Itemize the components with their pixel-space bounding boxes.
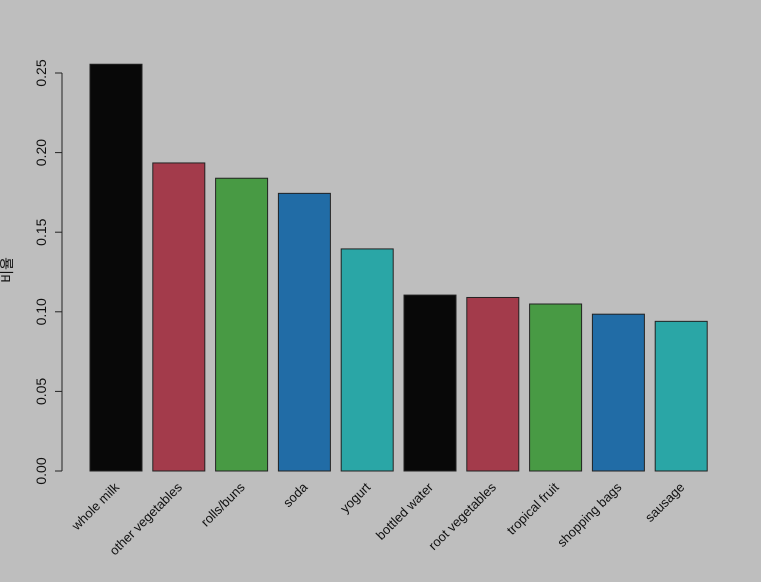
bar-rolls-buns	[215, 177, 269, 472]
y-tick-label: 0.20	[33, 139, 49, 166]
bar-soda	[277, 192, 331, 472]
x-tick-label: whole milk	[68, 479, 123, 534]
x-tick-label: shopping bags	[554, 479, 625, 550]
x-tick-label: bottled water	[373, 479, 437, 543]
bar-other-vegetables	[152, 162, 206, 472]
bar-bottled-water	[403, 294, 457, 472]
x-tick-label: yogurt	[337, 479, 373, 515]
y-axis-label: 비율	[0, 257, 15, 283]
bar-sausage	[654, 320, 708, 472]
x-tick-label: root vegetables	[425, 479, 499, 553]
bar-root-vegetables	[466, 296, 520, 472]
bar-yogurt	[340, 248, 394, 472]
y-tick-label: 0.00	[33, 457, 49, 484]
bar-shopping-bags	[591, 313, 645, 472]
x-tick-label: tropical fruit	[504, 479, 562, 537]
y-tick-label: 0.05	[33, 378, 49, 405]
x-tick-label: soda	[280, 479, 311, 510]
x-tick-label: sausage	[642, 480, 687, 525]
x-tick-label: rolls/buns	[198, 479, 248, 529]
y-tick-label: 0.15	[33, 218, 49, 245]
bar-tropical-fruit	[529, 303, 583, 472]
y-tick-label: 0.10	[33, 298, 49, 325]
y-tick-label: 0.25	[33, 59, 49, 86]
bar-whole-milk	[89, 63, 143, 472]
